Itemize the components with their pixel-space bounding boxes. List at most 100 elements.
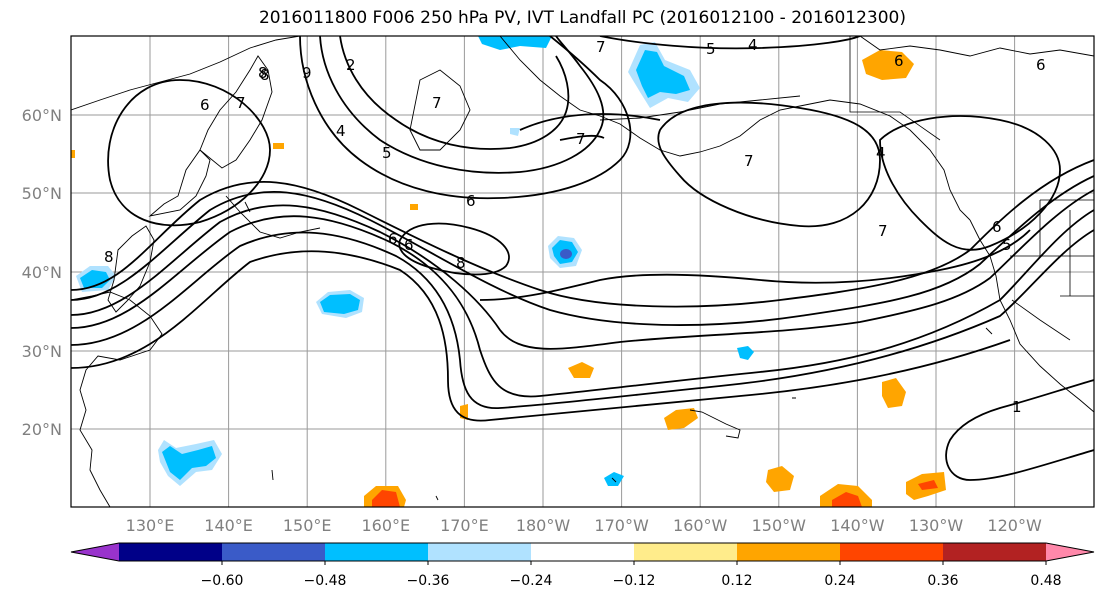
longitude-label: 130°E	[126, 516, 175, 535]
colorbar-segment	[222, 543, 326, 561]
contour-label: 6	[992, 218, 1002, 236]
contour-jet-4	[71, 209, 1094, 398]
contour-jet-1	[71, 159, 1094, 308]
contour-jet-6	[71, 250, 1011, 422]
colorbar-segment	[531, 543, 635, 561]
contour-label: 5	[382, 144, 392, 162]
contour-label: 1	[1012, 398, 1022, 416]
coast-hokkaido-sakhalin	[148, 149, 211, 217]
longitude-label: 140°E	[204, 516, 253, 535]
coastlines	[71, 36, 1094, 507]
contour-label: 4	[748, 36, 758, 54]
neg-region-alaska-core	[636, 50, 690, 98]
colorbar-max-arrow	[1046, 543, 1094, 561]
coast-small-islands	[244, 201, 993, 501]
colorbar-tick-label: −0.48	[304, 573, 347, 589]
colorbar-min-arrow	[71, 543, 119, 561]
coast-japan	[107, 225, 155, 313]
contour-label: 6	[466, 192, 476, 210]
latitude-labels: 60°N 50°N 40°N 30°N 20°N	[22, 106, 62, 439]
longitude-label: 170°W	[594, 516, 649, 535]
contour-label: 7	[576, 130, 586, 148]
contour-label: 8	[258, 64, 268, 82]
pos-region-south-160e-core	[372, 490, 400, 507]
latitude-label: 60°N	[22, 106, 62, 125]
contour-label: 7	[878, 222, 888, 240]
colorbar-tick-label: −0.36	[407, 573, 450, 589]
contour-jet-south	[479, 229, 1031, 301]
contour-label: 6	[404, 236, 414, 254]
contour-label: 6	[200, 96, 210, 114]
colorbar-segment	[737, 543, 841, 561]
pos-region-east-1	[882, 378, 906, 408]
neg-region-west-pacific-core	[320, 294, 360, 314]
coast-canada-arctic	[859, 36, 1094, 57]
colorbar-segment	[119, 543, 223, 561]
contour-west-loop	[107, 79, 271, 227]
neg-region-small-1	[737, 346, 754, 360]
contour-label: 7	[596, 38, 606, 56]
contour-jet-2	[71, 175, 1094, 326]
pos-region-east-2	[766, 466, 794, 492]
border-us-states	[1010, 200, 1094, 341]
colorbar-segment	[634, 543, 738, 561]
longitude-label: 180°W	[516, 516, 571, 535]
latitude-label: 20°N	[22, 420, 62, 439]
colorbar-tick-label: 0.48	[1030, 573, 1061, 589]
contour-jet-3	[71, 189, 1094, 350]
contour-label: 4	[336, 122, 346, 140]
colorbar-segment	[943, 543, 1047, 561]
contour-northeast	[879, 115, 1061, 251]
latitude-label: 30°N	[22, 342, 62, 361]
pos-region-tiny-2	[410, 204, 418, 210]
colorbar: −0.60 −0.48 −0.36 −0.24 −0.12 0.12 0.24 0.36 0.4…	[70, 542, 1095, 589]
longitude-label: 160°E	[361, 516, 410, 535]
coast-kamchatka	[199, 55, 273, 169]
contour-label: 7	[432, 94, 442, 112]
pos-region-tiny-1	[273, 143, 284, 149]
contour-mid-north	[519, 113, 661, 141]
contour-label: 6	[388, 230, 398, 248]
contour-labels: 6 7 8 9 2 4 5 6 7 8 7 6 4 5 7 6 7 6 8 6 …	[104, 36, 1046, 416]
longitude-label: 120°W	[987, 516, 1042, 535]
contour-label: 8	[104, 248, 114, 266]
colorbar-tick-label: 0.36	[927, 573, 958, 589]
longitude-label: 140°W	[830, 516, 885, 535]
pv-shading	[71, 36, 946, 507]
colorbar-tick-label: −0.24	[510, 573, 553, 589]
colorbar-tick-label: 0.24	[824, 573, 855, 589]
neg-region-small-2	[604, 472, 624, 486]
pos-region-mid-pacific	[568, 362, 594, 378]
pos-region-south-130w-core	[918, 480, 938, 490]
longitude-label: 150°E	[283, 516, 332, 535]
coast-kuril-aleutian	[225, 95, 801, 239]
pos-region-south-140w-core	[832, 492, 862, 507]
longitude-labels: 130°E 140°E 150°E 160°E 170°E 180°W 170°W 160°W…	[126, 516, 1042, 535]
contour-label: 7	[744, 152, 754, 170]
map-frame	[70, 35, 1095, 508]
coast-hawaii	[689, 409, 741, 439]
contour-low-kam	[299, 36, 632, 200]
contour-east-loop	[657, 101, 881, 228]
contour-low-kam-2	[319, 36, 605, 174]
neg-region-small-3	[510, 128, 520, 136]
contour-label: 5	[1002, 236, 1012, 254]
contour-label: 5	[706, 40, 716, 58]
contour-north-top	[599, 36, 861, 50]
neg-region-north-top	[478, 36, 552, 50]
longitude-label: 130°W	[909, 516, 964, 535]
coast-asia-north	[71, 36, 301, 111]
colorbar-segment	[325, 543, 429, 561]
colorbar-tick-label: −0.12	[613, 573, 656, 589]
latitude-label: 50°N	[22, 184, 62, 203]
coast-north-america	[969, 219, 1094, 413]
contour-sub-1	[945, 379, 1094, 481]
contour-label: 6	[894, 52, 904, 70]
contour-label: 9	[302, 64, 312, 82]
pos-region-hawaii-w	[664, 408, 698, 430]
neg-region-dateline-deep	[560, 249, 572, 259]
coast-asia-east	[71, 291, 163, 507]
contour-label: 4	[876, 144, 886, 162]
contour-mid-loop	[398, 222, 510, 276]
coast-alaska	[499, 36, 971, 221]
